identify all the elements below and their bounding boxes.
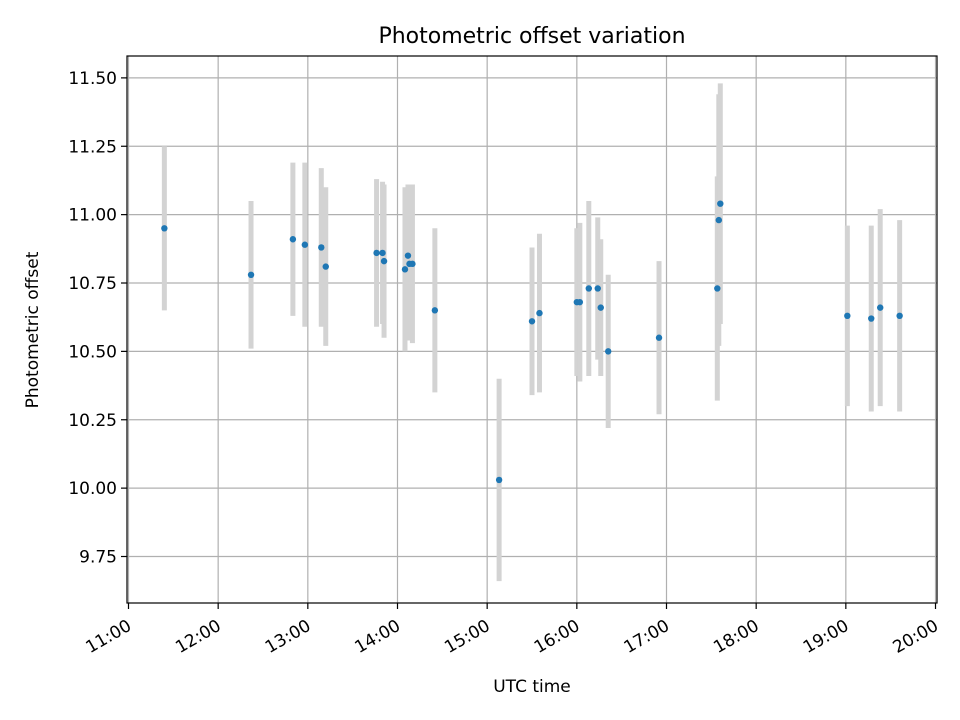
data-point bbox=[318, 244, 325, 251]
x-tick-label: 11:00 bbox=[83, 616, 135, 658]
x-tick-label: 15:00 bbox=[441, 616, 493, 658]
data-points bbox=[161, 200, 903, 484]
data-point bbox=[877, 304, 884, 311]
data-point bbox=[161, 225, 168, 232]
x-tick-label: 12:00 bbox=[172, 616, 224, 658]
x-tick-label: 13:00 bbox=[262, 616, 314, 658]
data-point bbox=[868, 315, 875, 322]
x-tick-label: 18:00 bbox=[710, 616, 762, 658]
y-tick-label: 10.00 bbox=[68, 479, 117, 499]
x-tick-label: 14:00 bbox=[352, 616, 404, 658]
x-tick-label: 20:00 bbox=[890, 616, 942, 658]
data-point bbox=[401, 266, 409, 273]
data-point bbox=[431, 307, 439, 314]
y-tick-label: 10.50 bbox=[68, 342, 117, 362]
data-point bbox=[289, 236, 297, 243]
chart-title: Photometric offset variation bbox=[378, 24, 685, 49]
y-axis-ticks: 9.75 10.00 10.25 10.50 10.75 11.00 11.25 11.50 bbox=[68, 69, 127, 568]
data-point bbox=[380, 257, 388, 265]
data-point bbox=[576, 298, 584, 306]
data-point bbox=[404, 252, 412, 259]
data-point bbox=[605, 348, 612, 355]
data-point bbox=[322, 263, 329, 270]
y-tick-label: 11.00 bbox=[68, 206, 117, 226]
data-point bbox=[409, 260, 416, 268]
data-point bbox=[714, 285, 721, 292]
data-point bbox=[528, 318, 536, 325]
data-point bbox=[379, 249, 386, 257]
data-point bbox=[655, 334, 663, 341]
y-tick-label: 11.50 bbox=[68, 69, 117, 89]
data-point bbox=[495, 476, 503, 484]
data-point bbox=[247, 271, 255, 278]
data-point bbox=[536, 309, 543, 317]
data-point bbox=[715, 216, 723, 224]
plot-frame bbox=[126, 55, 938, 604]
y-tick-label: 10.25 bbox=[68, 411, 117, 431]
error-bars bbox=[161, 83, 903, 582]
y-tick-label: 11.25 bbox=[68, 137, 117, 157]
y-tick-label: 10.75 bbox=[68, 274, 117, 294]
data-point bbox=[896, 312, 903, 320]
data-point bbox=[373, 249, 380, 257]
x-tick-label: 16:00 bbox=[531, 616, 583, 658]
data-point bbox=[717, 200, 724, 207]
y-tick-label: 9.75 bbox=[79, 548, 117, 568]
x-tick-label: 17:00 bbox=[621, 616, 673, 658]
x-axis-label: UTC time bbox=[493, 677, 571, 697]
data-point bbox=[597, 304, 604, 311]
y-axis-label: Photometric offset bbox=[23, 251, 43, 408]
data-point bbox=[844, 312, 851, 320]
data-point bbox=[301, 241, 309, 248]
x-axis-ticks: 11:00 12:00 13:00 14:00 15:00 16:00 17:00 18:00… bbox=[83, 603, 942, 658]
x-tick-label: 19:00 bbox=[800, 616, 852, 658]
data-point bbox=[594, 285, 601, 292]
data-point bbox=[585, 285, 592, 292]
